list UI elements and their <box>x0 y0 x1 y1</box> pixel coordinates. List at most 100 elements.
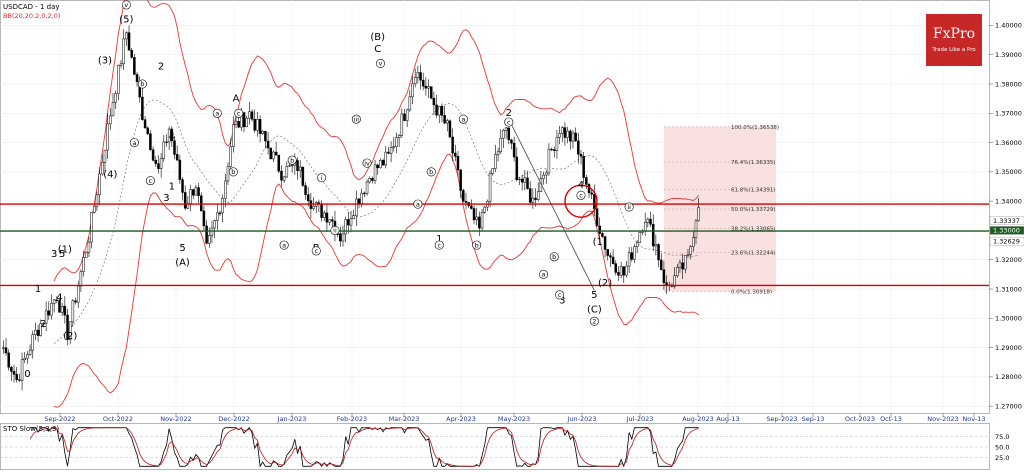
candle-body <box>520 178 524 183</box>
candle-body <box>587 184 591 194</box>
candle-body <box>649 218 652 225</box>
candle-body <box>429 86 433 99</box>
candle-body <box>523 177 527 183</box>
candle-body <box>662 269 666 283</box>
wave-label: 1 <box>35 284 41 295</box>
candle-body <box>454 152 457 157</box>
wave-label: 5 <box>591 290 597 301</box>
candle-body <box>269 147 273 160</box>
candle-body <box>627 252 631 267</box>
bollinger-lower <box>53 153 699 408</box>
candle-body <box>205 225 208 244</box>
circled-wave-marker <box>212 108 222 118</box>
candle-body <box>245 117 248 128</box>
fib-level-label: 100.0%(1.36538) <box>731 125 779 131</box>
candle-body <box>400 113 404 136</box>
circled-wave-label: i <box>321 174 323 182</box>
candle-body <box>229 146 232 167</box>
circled-wave-label: ii <box>333 227 337 235</box>
candle-body <box>590 192 593 195</box>
candle-body <box>44 310 48 324</box>
circled-wave-marker <box>472 240 482 250</box>
candle-body <box>264 130 267 142</box>
wave-label: 5 <box>59 249 65 260</box>
candle-body <box>496 151 500 155</box>
circled-wave-marker <box>121 0 131 10</box>
date-tick-label: Aug-13 <box>716 415 739 423</box>
price-tick-label: 1.29000 <box>995 344 1022 352</box>
candle-body <box>622 266 626 276</box>
candle-body <box>405 109 409 121</box>
circled-wave-label: b <box>475 241 479 249</box>
price-tick-label: 1.38000 <box>995 80 1022 88</box>
oscillator-level-label: 25.0 <box>995 454 1009 462</box>
circled-wave-label: c <box>314 247 318 255</box>
candle-body <box>20 359 24 381</box>
wave-label: C <box>374 44 381 55</box>
candle-body <box>10 366 13 372</box>
candle-body <box>544 172 548 176</box>
candle-body <box>518 178 521 181</box>
candle-body <box>208 235 211 244</box>
candle-body <box>15 374 18 380</box>
candle-body <box>111 102 115 117</box>
candle-body <box>574 132 577 142</box>
candle-body <box>197 187 200 196</box>
circled-wave-marker <box>137 79 147 89</box>
circled-wave-marker <box>589 316 599 326</box>
circled-wave-label: a <box>132 139 136 147</box>
candle-body <box>569 130 572 142</box>
circled-wave-label: a <box>215 109 219 117</box>
candle-body <box>443 115 446 124</box>
circled-wave-label: c <box>579 191 583 199</box>
wave-label: 4 <box>169 132 175 143</box>
candle-body <box>285 166 289 178</box>
candle-body <box>448 120 452 138</box>
candle-body <box>280 170 283 181</box>
candle-body <box>526 177 529 189</box>
candle-body <box>659 259 663 271</box>
candle-body <box>676 267 679 277</box>
circled-wave-marker <box>426 167 436 177</box>
candle-body <box>475 216 478 221</box>
candle-body <box>103 149 107 163</box>
candle-body <box>232 124 235 147</box>
candle-body <box>446 120 449 124</box>
candle-body <box>488 173 492 202</box>
circled-wave-marker <box>576 190 586 200</box>
candle-body <box>63 305 67 316</box>
wave-label: 1 <box>436 234 442 245</box>
date-tick-label: Nov-2023 <box>927 415 958 423</box>
wave-trendline <box>508 118 595 291</box>
candle-body <box>395 137 398 147</box>
candle-body <box>261 130 264 134</box>
candle-body <box>534 197 537 200</box>
circled-wave-label: c <box>237 109 241 117</box>
wave-labels: (5)(3)(4)(1)(2)35142021435(A)AB(B)C12435… <box>24 0 634 380</box>
candle-body <box>68 321 72 340</box>
candle-body <box>357 198 361 204</box>
circled-wave-label: a <box>542 271 546 279</box>
candle-body <box>408 96 412 111</box>
candle-body <box>416 72 420 78</box>
candle-body <box>561 127 564 134</box>
candle-body <box>571 132 575 142</box>
stoch-k-line <box>30 427 699 468</box>
candle-body <box>282 176 286 181</box>
candle-body <box>199 195 203 212</box>
candle-body <box>633 246 636 260</box>
candle-body <box>31 334 35 351</box>
circled-wave-marker <box>434 240 444 250</box>
candle-body <box>411 83 414 98</box>
candle-body <box>625 265 628 276</box>
candle-body <box>384 151 388 166</box>
date-tick-label: May-2023 <box>498 415 530 423</box>
wave-label: A <box>233 94 240 105</box>
circled-wave-marker <box>555 290 565 300</box>
date-tick-label: Oct-13 <box>880 415 902 423</box>
candle-body <box>242 112 246 128</box>
circled-wave-marker <box>504 117 514 127</box>
price-tick-label: 1.30000 <box>995 315 1022 323</box>
circled-wave-marker <box>279 240 289 250</box>
